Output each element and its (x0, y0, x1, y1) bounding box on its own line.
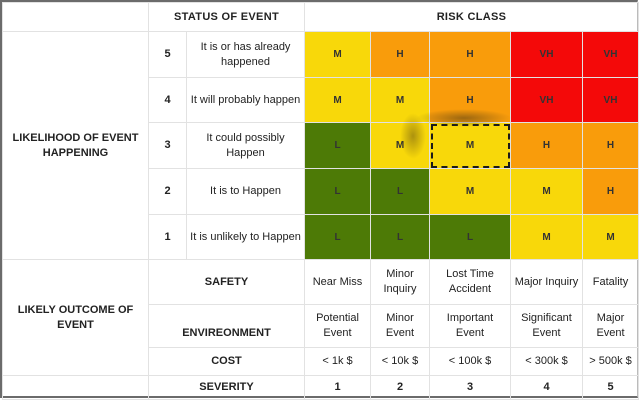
severity-label: SEVERITY (148, 375, 305, 400)
likelihood-level: 2 (148, 168, 187, 215)
cost-label: COST (148, 347, 305, 376)
risk-cell[interactable]: M (370, 77, 430, 123)
severity-empty-cell (2, 375, 149, 400)
selected-risk-cell[interactable]: M (400, 109, 512, 169)
outcome-label: LIKELY OUTCOME OF EVENT (2, 259, 149, 376)
severity-value: 2 (370, 375, 430, 400)
corner-cell (2, 2, 149, 32)
likelihood-level: 3 (148, 122, 187, 169)
likelihood-level: 1 (148, 214, 187, 260)
likelihood-status: It could possibly Happen (186, 122, 305, 169)
environment-value: Important Event (429, 304, 511, 348)
risk-cell[interactable]: VH (510, 31, 583, 78)
safety-value: Lost Time Accident (429, 259, 511, 305)
risk-cell[interactable]: M (510, 168, 583, 215)
risk-cell[interactable]: H (370, 31, 430, 78)
cost-value: > 500k $ (581, 347, 640, 376)
likelihood-status: It is or has already happened (186, 31, 305, 78)
risk-cell[interactable]: H (581, 168, 640, 215)
risk-cell[interactable]: VH (581, 77, 640, 123)
risk-cell[interactable]: H (429, 31, 511, 78)
cost-value: < 100k $ (429, 347, 511, 376)
status-of-event-header: STATUS OF EVENT (148, 2, 305, 32)
severity-value: 1 (304, 375, 371, 400)
severity-value: 5 (581, 375, 640, 400)
risk-cell[interactable]: L (304, 168, 371, 215)
likelihood-label-text: LIKELIHOOD OF EVENT HAPPENING (12, 131, 139, 159)
environment-value: Significant Event (510, 304, 583, 348)
risk-cell[interactable]: L (304, 122, 371, 169)
environment-label: ENVIREONMENT (148, 304, 305, 348)
cost-value: < 1k $ (304, 347, 371, 376)
risk-cell[interactable]: H (429, 77, 511, 123)
selected-risk-value: M (465, 140, 475, 151)
outcome-label-text: LIKELY OUTCOME OF EVENT (17, 303, 134, 331)
likelihood-status: It is to Happen (186, 168, 305, 215)
likelihood-level: 4 (148, 77, 187, 123)
safety-value: Near Miss (304, 259, 371, 305)
cost-value: < 300k $ (510, 347, 583, 376)
severity-value: 4 (510, 375, 583, 400)
risk-cell[interactable]: VH (510, 77, 583, 123)
risk-cell[interactable]: M (510, 214, 583, 260)
risk-cell[interactable]: M (429, 168, 511, 215)
safety-value: Minor Inquiry (370, 259, 430, 305)
severity-value: 3 (429, 375, 511, 400)
cost-value: < 10k $ (370, 347, 430, 376)
environment-value: Major Event (581, 304, 640, 348)
likelihood-level: 5 (148, 31, 187, 78)
risk-cell[interactable]: M (370, 122, 430, 169)
risk-cell[interactable]: M (304, 77, 371, 123)
risk-cell[interactable]: L (370, 168, 430, 215)
risk-cell[interactable]: L (370, 214, 430, 260)
safety-label: SAFETY (148, 259, 305, 305)
risk-cell[interactable]: M (304, 31, 371, 78)
risk-class-header: RISK CLASS (303, 2, 640, 32)
risk-cell[interactable]: L (429, 214, 511, 260)
risk-cell[interactable]: H (510, 122, 583, 169)
risk-cell[interactable]: H (581, 122, 640, 169)
environment-value: Minor Event (370, 304, 430, 348)
risk-cell[interactable]: M (581, 214, 640, 260)
likelihood-status: It is unlikely to Happen (186, 214, 305, 260)
safety-value: Major Inquiry (510, 259, 583, 305)
environment-value: Potential Event (304, 304, 371, 348)
risk-cell[interactable]: L (304, 214, 371, 260)
risk-cell[interactable]: VH (581, 31, 640, 78)
likelihood-label: LIKELIHOOD OF EVENT HAPPENING (2, 31, 149, 260)
likelihood-status: It will probably happen (186, 77, 305, 123)
safety-value: Fatality (581, 259, 640, 305)
